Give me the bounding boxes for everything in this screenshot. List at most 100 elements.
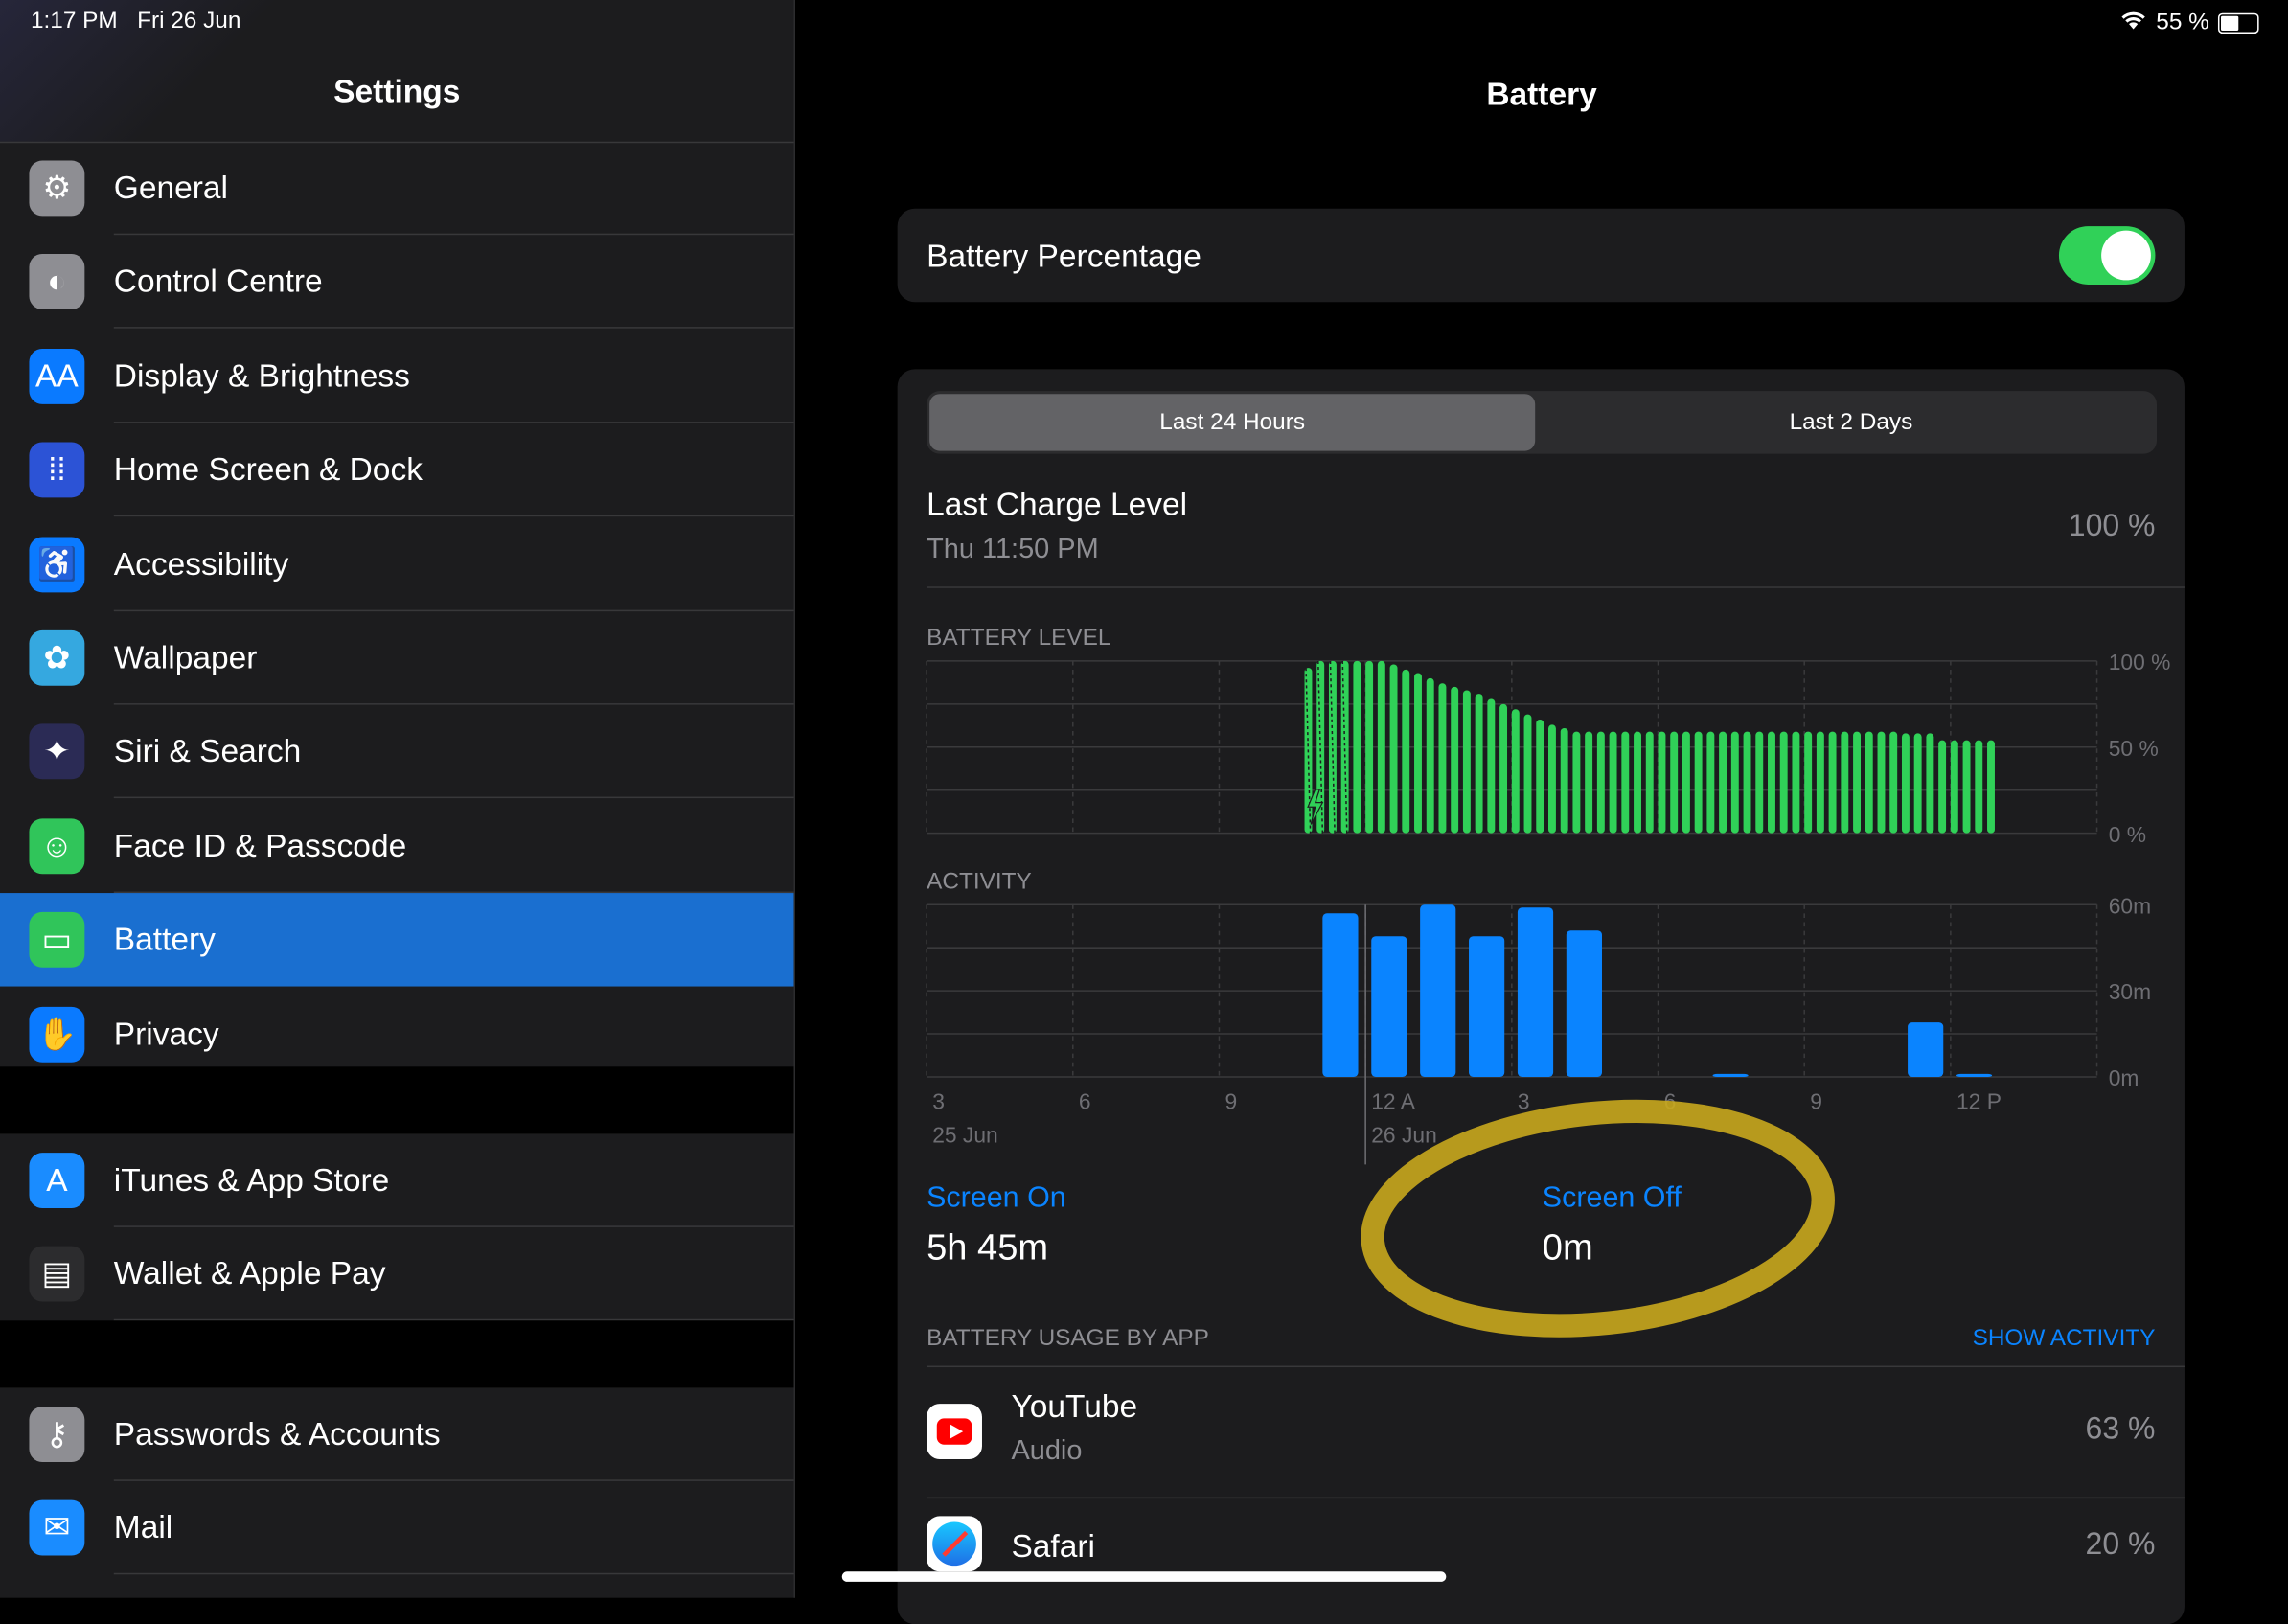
battery-level-bar [1536,720,1544,834]
divider [113,233,794,236]
activity-bar [1371,936,1407,1077]
divider [113,1479,794,1481]
tab-last-2-days[interactable]: Last 2 Days [1789,409,1913,435]
x-tick-label: 12 A [1371,1088,1415,1113]
battery-level-bar [1365,660,1374,834]
activity-title: ACTIVITY [927,869,1032,895]
sidebar-item-passwords-accounts[interactable]: ⚷ Passwords & Accounts [0,1387,794,1481]
sidebar-item-wallpaper[interactable]: ✿ Wallpaper [0,611,794,705]
x-tick-label: 3 [1518,1088,1530,1113]
battery-level-bar [1682,731,1690,834]
battery-level-bar [1950,740,1958,834]
sidebar-item-label: Display & Brightness [113,356,410,394]
sidebar-item-control-centre[interactable]: ◐ Control Centre [0,236,794,330]
text-size-icon: AA [29,348,85,404]
battery-level-bar [1743,731,1751,834]
tab-last-24-hours[interactable]: Last 24 Hours [929,394,1536,451]
activity-bar [1517,907,1554,1077]
battery-level-bar [1389,664,1398,834]
y-tick-label: 60m [2109,893,2151,918]
battery-level-bar [1841,731,1849,834]
divider [927,1365,2185,1368]
battery-level-bar [1658,731,1666,834]
battery-level-bar [1779,731,1788,834]
sidebar-header: 1:17 PM Fri 26 Jun Settings [0,0,794,144]
battery-percentage-row: Battery Percentage [897,208,2185,303]
battery-level-bar [1755,731,1764,834]
sidebar-item-accessibility[interactable]: ♿ Accessibility [0,517,794,611]
screen-on-label: Screen On [927,1181,1066,1215]
yellow-annotation-circle [1361,1099,1835,1338]
date-label: 26 Jun [1371,1123,1437,1148]
sidebar-item-face-id-passcode[interactable]: ☺ Face ID & Passcode [0,799,794,893]
battery-level-bar [1926,733,1934,834]
show-activity-button[interactable]: SHOW ACTIVITY [1972,1326,2156,1352]
divider [113,515,794,517]
battery-level-bar [1828,731,1837,834]
sidebar-item-home-screen-dock[interactable]: ⁞⁞ Home Screen & Dock [0,423,794,517]
toggles-icon: ◐ [29,254,85,310]
battery-level-title: BATTERY LEVEL [927,626,1111,652]
battery-level-bar [1853,731,1862,834]
battery-level-bar [1634,731,1641,834]
section-gap [0,1320,794,1388]
sidebar-item-mail[interactable]: ✉ Mail [0,1481,794,1575]
divider [113,797,794,799]
battery-level-bar [1975,740,1983,834]
battery-level-bar [1487,698,1496,834]
screen-off-value: 0m [1542,1226,1593,1269]
hand-icon: ✋ [29,1006,85,1063]
divider [113,1573,794,1575]
sidebar-item-label: Battery [113,921,216,958]
sidebar-item-label: Wallpaper [113,639,258,676]
app-name: Safari [1011,1527,1095,1565]
sidebar-item-label: Siri & Search [113,733,302,770]
app-store-icon: A [29,1153,85,1209]
battery-usage-card: Last 24 Hours Last 2 Days Last Charge Le… [897,369,2185,1624]
battery-percentage-toggle[interactable] [2058,226,2156,285]
y-tick-label: 0m [2109,1065,2139,1090]
sidebar-item-display-brightness[interactable]: AA Display & Brightness [0,330,794,423]
charging-bolt-icon [1307,789,1324,825]
activity-bar [1956,1073,1993,1077]
battery-level-bar [1719,731,1727,834]
activity-bar [1566,930,1602,1077]
battery-level-bar [1901,733,1910,834]
status-indicators: 55 % [2118,9,2259,37]
battery-level-bar [1609,731,1617,834]
battery-level-bar [1706,731,1715,834]
screen-off-label: Screen Off [1542,1181,1682,1215]
home-indicator[interactable] [841,1571,1447,1582]
section-gap [0,1066,794,1134]
safari-icon [927,1516,982,1572]
app-row-safari[interactable]: Safari 20 % [898,1498,2185,1601]
wifi-icon [2118,9,2147,37]
key-icon: ⚷ [29,1407,85,1463]
last-charge-value: 100 % [2068,509,2156,543]
sidebar-item-itunes-app-store[interactable]: A iTunes & App Store [0,1133,794,1227]
app-row-youtube[interactable]: YouTube Audio 63 % [898,1367,2185,1498]
app-percent: 20 % [2085,1527,2156,1562]
activity-bar [1469,936,1505,1077]
battery-level-bar [1451,686,1459,834]
sidebar-item-wallet-apple-pay[interactable]: ▤ Wallet & Apple Pay [0,1227,794,1321]
battery-level-bar [1402,669,1410,834]
battery-level-bar [1426,677,1434,834]
sidebar-item-label: Control Centre [113,263,323,300]
screen-on-value: 5h 45m [927,1226,1049,1269]
battery-level-bar [1804,731,1813,834]
last-charge-time: Thu 11:50 PM [927,534,1099,565]
sidebar-item-siri-search[interactable]: ✦ Siri & Search [0,705,794,799]
settings-sidebar: 1:17 PM Fri 26 Jun Settings ⚙ General ◐ … [0,0,796,1598]
battery-level-bar [1328,660,1337,834]
sidebar-item-general[interactable]: ⚙ General [0,142,794,236]
battery-pane: 55 % Battery Battery Percentage Last 24 … [795,0,2288,1624]
battery-level-bar [1877,731,1886,834]
app-grid-icon: ⁞⁞ [29,442,85,498]
sidebar-item-label: General [113,169,229,206]
flower-icon: ✿ [29,629,85,686]
sidebar-item-battery[interactable]: ▭ Battery [0,893,794,987]
sidebar-item-label: iTunes & App Store [113,1161,390,1199]
activity-bar [1908,1022,1944,1077]
battery-level-bar [1585,731,1593,834]
